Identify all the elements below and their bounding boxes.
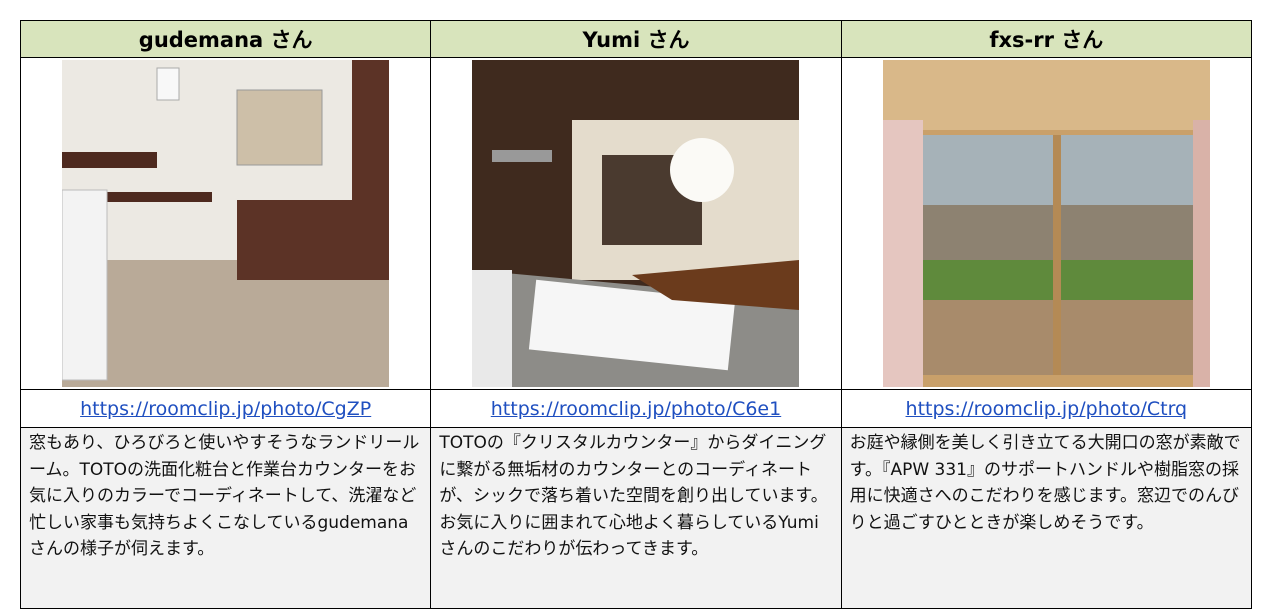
url-cell: https://roomclip.jp/photo/Ctrq — [840, 389, 1253, 428]
photo-link[interactable]: https://roomclip.jp/photo/CgZP — [80, 397, 372, 420]
photo-laundry — [62, 60, 390, 387]
url-cell: https://roomclip.jp/photo/C6e1 — [430, 389, 842, 428]
photo-link[interactable]: https://roomclip.jp/photo/C6e1 — [490, 397, 782, 420]
image-cell — [430, 57, 842, 390]
description: 窓もあり、ひろびろと使いやすそうなランドリールーム。TOTOの洗面化粧台と作業台… — [19, 427, 432, 609]
image-cell — [840, 57, 1253, 390]
header-cell: gudemana さん — [19, 20, 432, 58]
photo-kitchen — [472, 60, 800, 387]
photo-table: gudemana さん Yumi さん fxs-rr さん — [19, 20, 1253, 609]
photo-link[interactable]: https://roomclip.jp/photo/Ctrq — [905, 397, 1188, 420]
image-cell — [19, 57, 432, 390]
photo-garden-window — [882, 60, 1210, 387]
header-cell: Yumi さん — [430, 20, 842, 58]
url-cell: https://roomclip.jp/photo/CgZP — [19, 389, 432, 428]
description: TOTOの『クリスタルカウンター』からダイニングに繋がる無垢材のカウンターとのコ… — [430, 427, 842, 609]
header-cell: fxs-rr さん — [840, 20, 1253, 58]
description: お庭や縁側を美しく引き立てる大開口の窓が素敵です。『APW 331』のサポートハ… — [840, 427, 1253, 609]
